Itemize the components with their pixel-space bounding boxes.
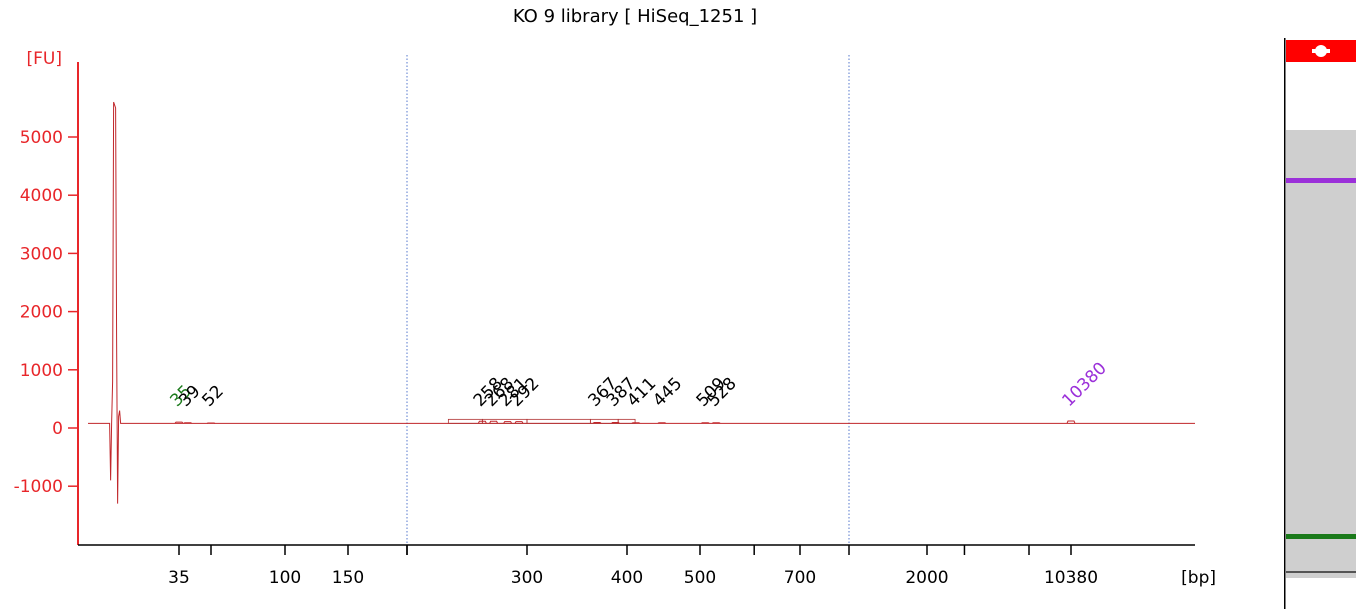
x-axis-label: [bp] <box>1181 568 1216 588</box>
peak-mark <box>477 420 487 424</box>
peak-mark <box>657 422 667 424</box>
bottom-band <box>1286 571 1356 573</box>
gel-lane-left-border <box>1284 38 1286 609</box>
chart-title: KO 9 library [ HiSeq_1251 ] <box>512 6 758 27</box>
peak-label: 445 <box>649 374 686 411</box>
peak-mark <box>183 422 192 424</box>
lower-marker-band <box>1286 534 1356 539</box>
peak-mark <box>1066 420 1076 424</box>
integration-region <box>526 418 591 424</box>
gel-lane <box>1284 38 1356 609</box>
peak-mark <box>592 421 602 424</box>
x-tick-label: 100 <box>269 568 301 588</box>
peak-mark <box>514 421 524 424</box>
integration-region <box>447 418 483 424</box>
x-tick-label: 400 <box>611 568 643 588</box>
peak-mark <box>711 422 721 424</box>
peak-mark <box>701 422 710 424</box>
y-axis-label: [FU] <box>27 49 63 69</box>
x-tick-label: 10380 <box>1044 568 1098 588</box>
x-tick-label: 700 <box>784 568 816 588</box>
peak-label: 10380 <box>1058 358 1110 410</box>
peak-label: 52 <box>198 381 227 410</box>
y-tick-label: 3000 <box>20 244 63 264</box>
y-tick-label: -1000 <box>14 477 63 497</box>
x-tick-label: 2000 <box>905 568 948 588</box>
x-tick-label: 150 <box>332 568 364 588</box>
peak-mark <box>611 421 620 424</box>
electropherogram-plot: [FU] [bp] -1000 0 1000 2000 3000 4000 5000 35 100 1… <box>14 49 1216 588</box>
integration-region <box>617 418 636 424</box>
peak-mark <box>489 420 499 424</box>
y-tick-label: 4000 <box>20 186 63 206</box>
gel-header-icon <box>1312 45 1330 57</box>
y-tick-label: 2000 <box>20 303 63 323</box>
peak-mark <box>503 421 513 424</box>
gel-lane-body <box>1286 130 1356 578</box>
peak-mark <box>174 421 184 424</box>
upper-marker-band <box>1286 178 1356 183</box>
y-tick-label: 5000 <box>20 128 63 148</box>
y-tick-label: 0 <box>52 419 63 439</box>
peak-mark <box>631 422 641 424</box>
y-tick-label: 1000 <box>20 361 63 381</box>
x-tick-label: 300 <box>511 568 543 588</box>
x-tick-label: 500 <box>684 568 716 588</box>
electropherogram-trace <box>88 101 1195 504</box>
x-tick-label: 35 <box>168 568 190 588</box>
